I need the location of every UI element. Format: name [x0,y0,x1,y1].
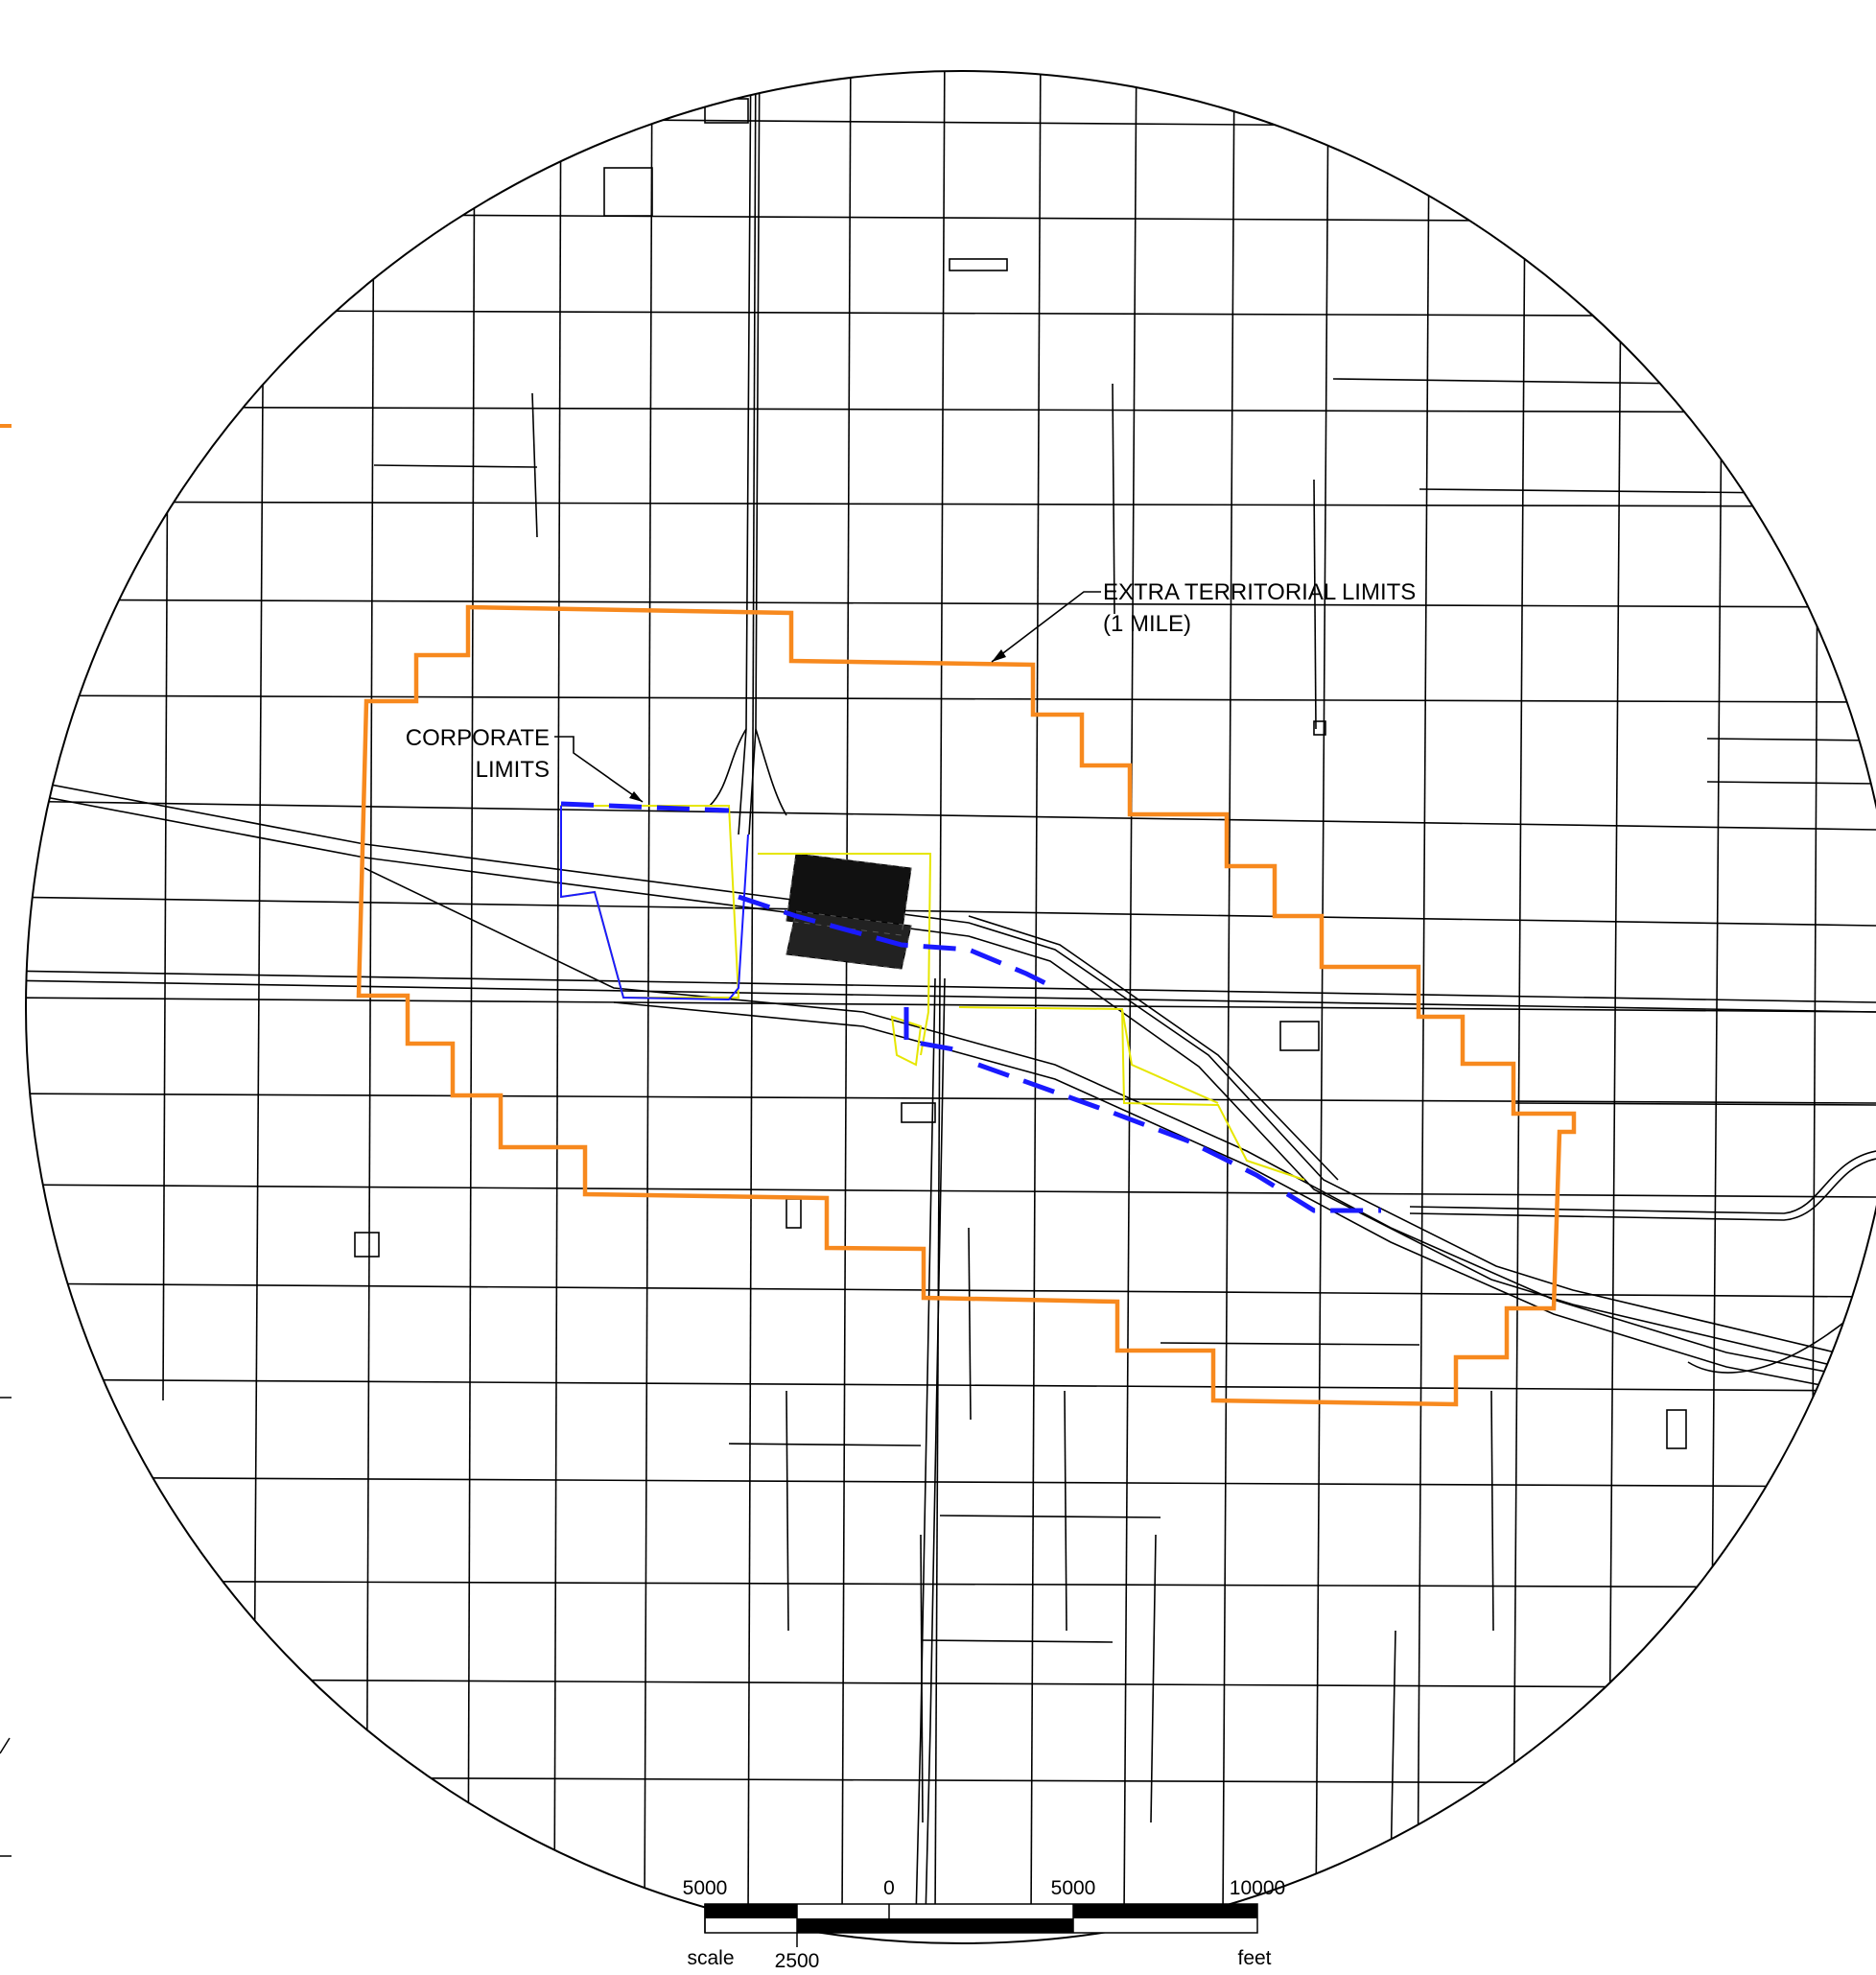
corporate-label-line2: LIMITS [476,757,550,783]
corporate-limits-boundary [560,801,1381,1213]
corporate-label-line1: CORPORATE [406,725,550,751]
edge-marks [0,424,12,1857]
extra-territorial-limits-boundary [356,604,1577,1407]
road-network [26,71,1876,1919]
corporate-limits-callout: CORPORATE LIMITS [406,725,644,803]
planning-area-circle [25,70,1876,1944]
highway-east-west [26,970,1876,1013]
town-blocks [354,98,1687,1449]
scale-unit: feet [1237,1947,1271,1969]
scale-tick-2500: 2500 [775,1950,820,1972]
scale-tick-5000-left: 5000 [683,1877,728,1899]
scale-tick-10000: 10000 [1230,1877,1285,1899]
scale-word: scale [687,1947,734,1969]
scale-tick-0: 0 [883,1877,895,1899]
extra-territorial-label-line1: EXTRA TERRITORIAL LIMITS [1103,579,1416,605]
scale-bar: 5000 0 5000 10000 scale 2500 feet [683,1877,1286,1972]
scale-tick-5000-right: 5000 [1051,1877,1096,1899]
extra-territorial-label-line2: (1 MILE) [1103,611,1191,637]
highway-east-spur [1409,1150,1876,1374]
highway-north-south [709,71,946,1919]
section-roads-east-west [26,114,1876,1785]
extra-territorial-callout: EXTRA TERRITORIAL LIMITS (1 MILE) [991,579,1416,663]
